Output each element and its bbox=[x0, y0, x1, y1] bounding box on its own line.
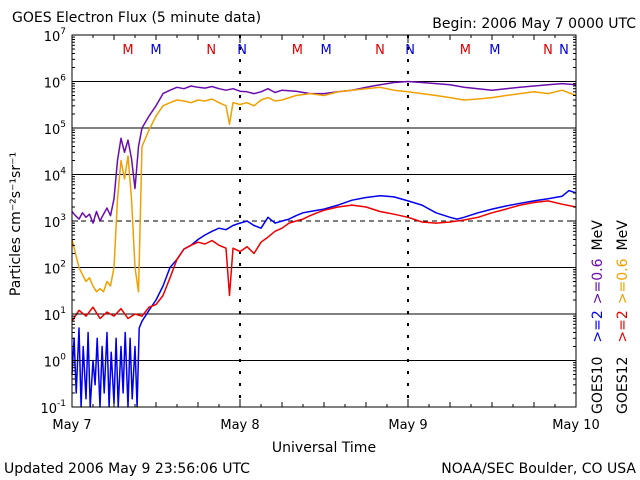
series-line bbox=[71, 189, 577, 408]
series-line bbox=[71, 86, 577, 293]
plot-frame bbox=[71, 34, 577, 408]
y-tick-label: 10-1 bbox=[40, 399, 66, 417]
mn-marker: N bbox=[206, 43, 216, 58]
y-tick-exponent: -1 bbox=[57, 399, 66, 409]
y-tick-base: 10 bbox=[44, 356, 61, 371]
x-tick-label: May 9 bbox=[388, 418, 427, 433]
mn-marker: M bbox=[150, 43, 161, 58]
y-tick-exponent: 7 bbox=[60, 27, 66, 37]
y-tick-label: 101 bbox=[44, 306, 66, 324]
y-tick-base: 10 bbox=[44, 263, 61, 278]
legend-goes12-ge2: >=2 bbox=[615, 310, 631, 342]
legend-goes10-unit: MeV bbox=[590, 220, 606, 251]
grid-lines bbox=[72, 35, 576, 407]
y-tick-label: 102 bbox=[44, 260, 66, 278]
y-tick-label: 106 bbox=[44, 74, 67, 92]
y-tick-label: 107 bbox=[44, 27, 66, 45]
series-lines bbox=[71, 80, 577, 408]
source-label: NOAA/SEC Boulder, CO USA bbox=[441, 461, 636, 477]
mn-marker: N bbox=[405, 43, 415, 58]
mn-marker: M bbox=[122, 43, 133, 58]
legend: GOES10 >=2 >=0.6 MeV GOES12 >=2 >=0.6 MeV bbox=[590, 220, 631, 414]
y-tick-label: 103 bbox=[44, 213, 66, 231]
y-tick-label: 100 bbox=[44, 353, 67, 371]
y-tick-base: 10 bbox=[44, 30, 61, 45]
y-tick-label: 104 bbox=[44, 167, 67, 185]
y-tick-base: 10 bbox=[44, 77, 61, 92]
x-axis-title: Universal Time bbox=[272, 440, 376, 456]
mn-marker: M bbox=[320, 43, 331, 58]
y-tick-base: 10 bbox=[44, 216, 61, 231]
y-tick-base: 10 bbox=[40, 402, 57, 417]
mn-marker: M bbox=[292, 43, 303, 58]
legend-goes12-label: GOES12 bbox=[615, 357, 631, 414]
y-tick-base: 10 bbox=[44, 309, 61, 324]
x-tick-label: May 10 bbox=[552, 418, 600, 433]
y-axis-title: Particles cm⁻²s⁻¹sr⁻¹ bbox=[8, 152, 24, 296]
series-line bbox=[71, 80, 577, 224]
mn-marker: M bbox=[460, 43, 471, 58]
y-tick-exponent: 1 bbox=[60, 306, 66, 316]
mn-marker: N bbox=[543, 43, 553, 58]
mn-marker: N bbox=[375, 43, 385, 58]
begin-label: Begin: 2006 May 7 0000 UTC bbox=[432, 16, 636, 32]
y-tick-exponent: 5 bbox=[60, 120, 66, 130]
y-tick-base: 10 bbox=[44, 170, 61, 185]
y-tick-exponent: 2 bbox=[60, 260, 66, 270]
mn-marker: M bbox=[489, 43, 500, 58]
series-line bbox=[71, 200, 577, 322]
y-tick-exponent: 3 bbox=[60, 213, 66, 223]
y-tick-exponent: 6 bbox=[60, 74, 66, 84]
legend-goes10-label: GOES10 bbox=[590, 357, 606, 414]
legend-goes12: GOES12 >=2 >=0.6 MeV bbox=[615, 220, 631, 414]
y-tick-label: 105 bbox=[44, 120, 66, 138]
legend-goes12-unit: MeV bbox=[615, 220, 631, 251]
x-tick-label: May 8 bbox=[220, 418, 259, 433]
y-tick-exponent: 0 bbox=[60, 353, 66, 363]
updated-label: Updated 2006 May 9 23:56:06 UTC bbox=[4, 461, 250, 477]
y-tick-base: 10 bbox=[44, 123, 61, 138]
legend-goes10-ge2: >=2 bbox=[590, 310, 606, 342]
legend-goes10: GOES10 >=2 >=0.6 MeV bbox=[590, 220, 606, 414]
mn-marker: N bbox=[559, 43, 569, 58]
x-tick-label: May 7 bbox=[52, 418, 91, 433]
mn-marker: N bbox=[237, 43, 247, 58]
legend-goes10-ge06: >=0.6 bbox=[590, 258, 606, 304]
chart-title: GOES Electron Flux (5 minute data) bbox=[12, 10, 261, 26]
legend-goes12-ge06: >=0.6 bbox=[615, 258, 631, 304]
y-tick-exponent: 4 bbox=[60, 167, 66, 177]
